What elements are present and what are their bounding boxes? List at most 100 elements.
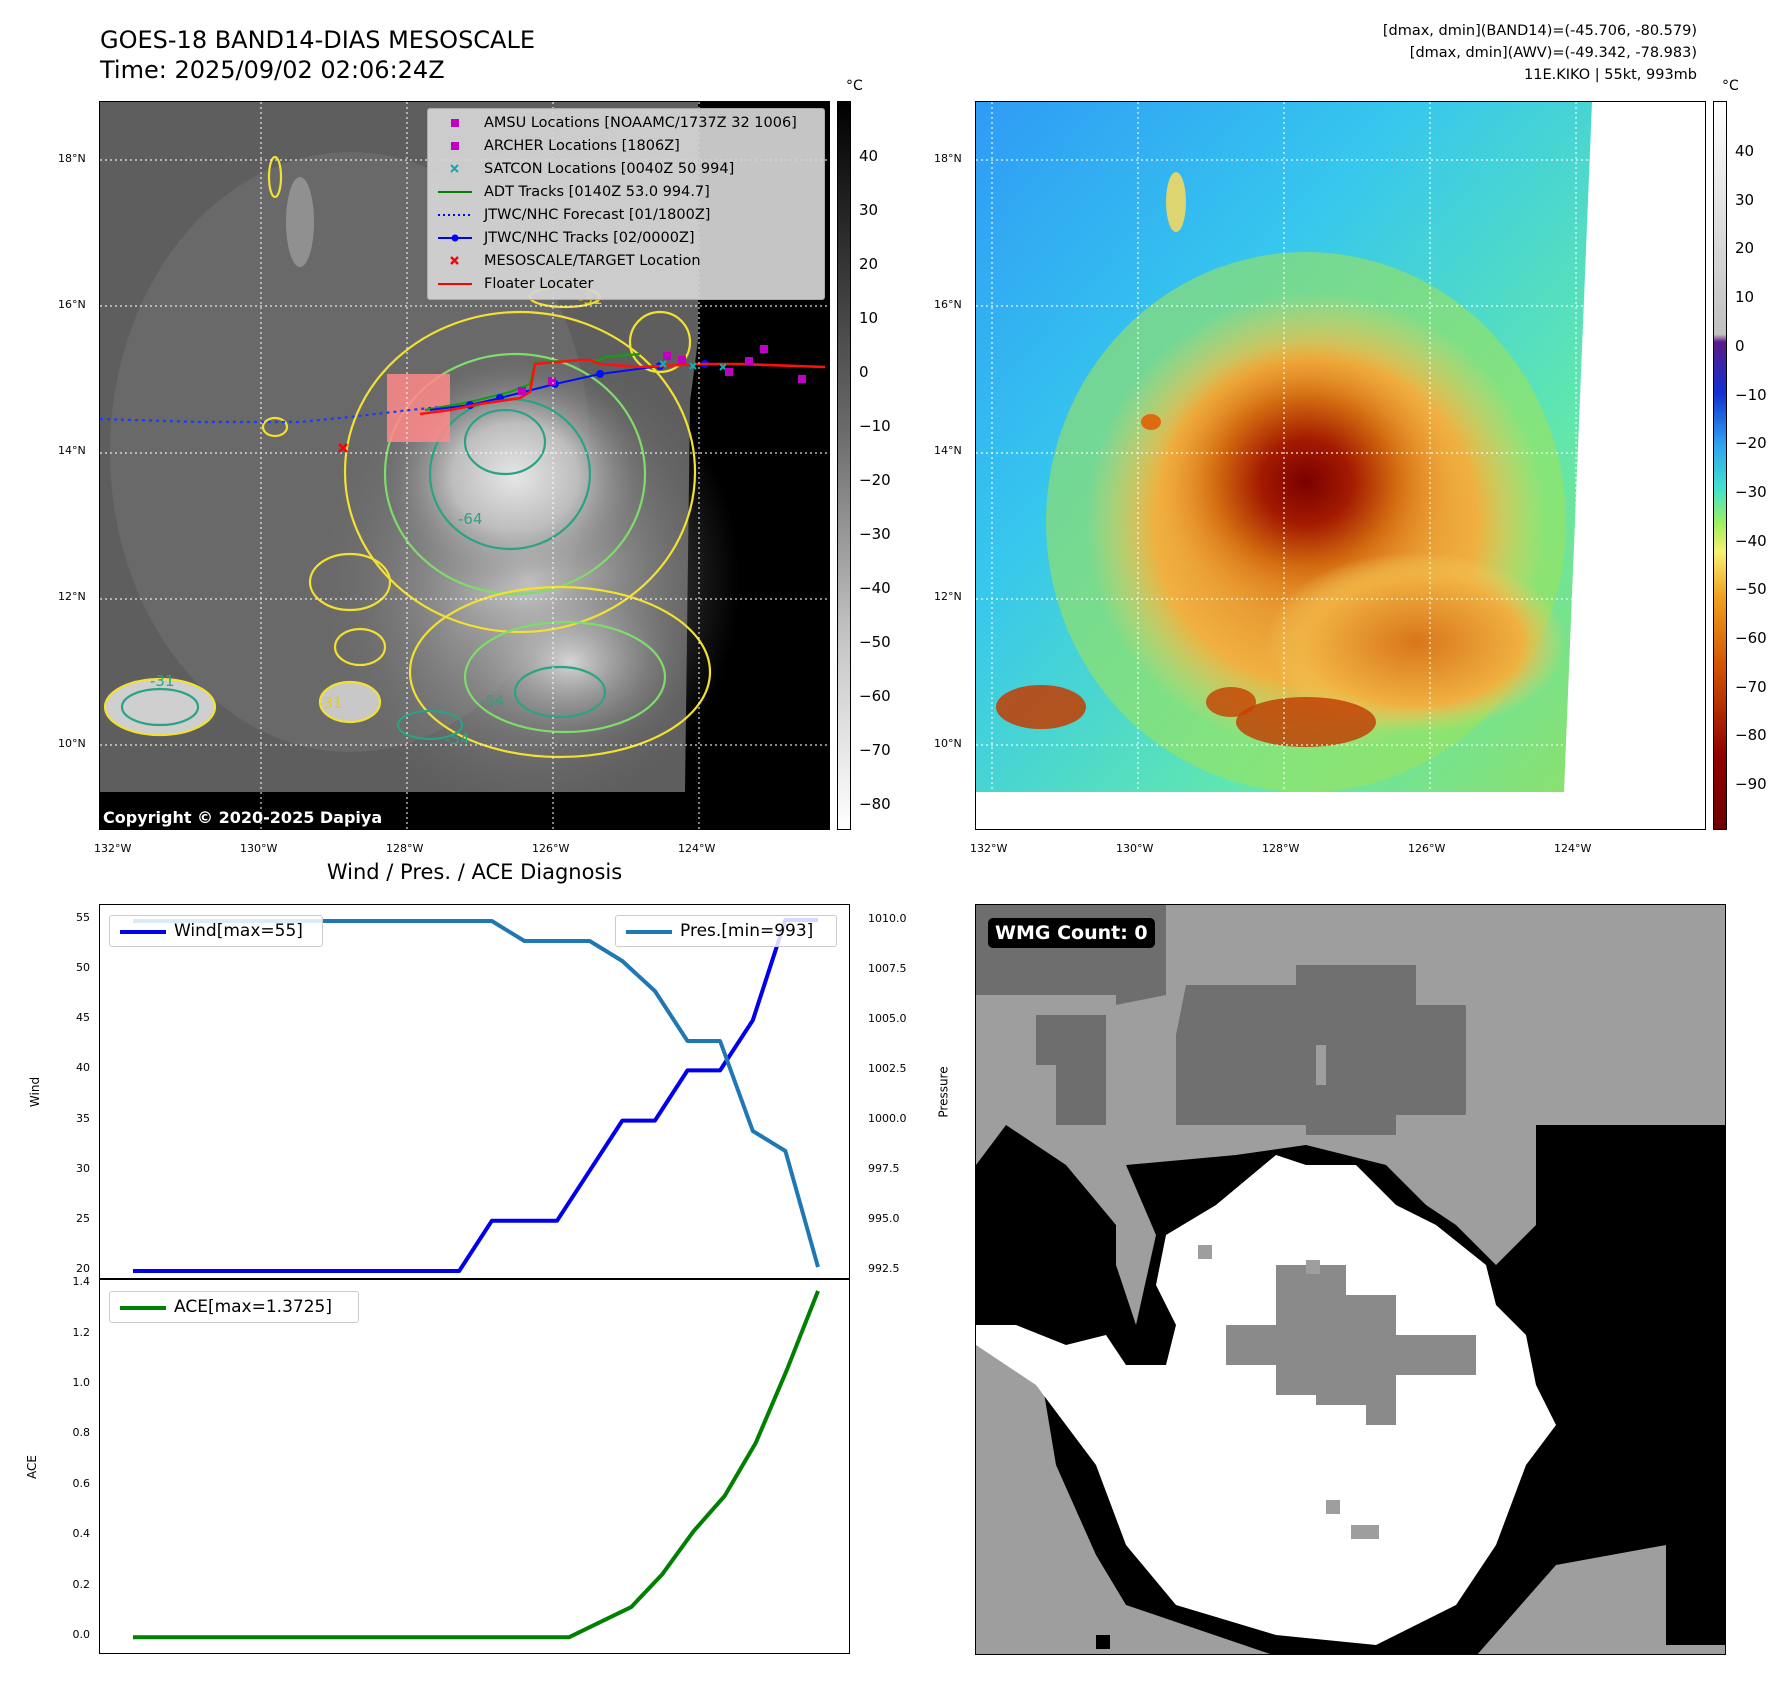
copyright-label: Copyright © 2020-2025 Dapiya xyxy=(103,808,383,827)
lon-label: 130°W xyxy=(1116,842,1154,855)
ace-tick-label: 1.2 xyxy=(72,1325,91,1339)
lat-label: 16°N xyxy=(58,298,86,311)
lon-label: 128°W xyxy=(1262,842,1300,855)
color-ir-colorbar-tick: −40 xyxy=(1735,531,1767,550)
ace-chart: ACE[max=1.3725] xyxy=(99,1278,850,1654)
pressure-tick-label: 1000.0 xyxy=(868,1112,907,1125)
wind-tick-label: 35 xyxy=(76,1111,90,1125)
lat-label: 12°N xyxy=(58,590,86,603)
color-ir-map-image xyxy=(976,102,1705,829)
color-ir-colorbar-tick: −80 xyxy=(1735,726,1767,745)
lon-label: 132°W xyxy=(970,842,1008,855)
ir-colorbar-tick: 20 xyxy=(859,255,879,273)
wmg-panel: WMG Count: 0 xyxy=(975,904,1726,1655)
ir-colorbar xyxy=(837,101,851,830)
lon-label: 126°W xyxy=(532,842,570,855)
pressure-tick-label: 1005.0 xyxy=(868,1012,907,1025)
ir-colorbar-tick: −40 xyxy=(859,579,891,597)
lat-label: 10°N xyxy=(58,737,86,750)
lat-label: 16°N xyxy=(934,298,962,311)
lat-label: 12°N xyxy=(934,590,962,603)
lat-label: 10°N xyxy=(934,737,962,750)
color-ir-colorbar-tick: 20 xyxy=(1735,239,1755,258)
ace-series-line xyxy=(133,1290,820,1640)
diagnosis-title: Wind / Pres. / ACE Diagnosis xyxy=(326,860,623,884)
color-ir-colorbar-tick: −90 xyxy=(1735,775,1767,794)
lon-label: 124°W xyxy=(1554,842,1592,855)
ace-tick-label: 0.2 xyxy=(72,1577,91,1591)
ace-plot xyxy=(133,1290,820,1640)
pressure-tick-label: 1002.5 xyxy=(868,1062,907,1075)
dmax-band14: [dmax, dmin](BAND14)=(-45.706, -80.579) xyxy=(1382,23,1697,39)
wind-pressure-chart: Wind[max=55] Pres.[min=993] xyxy=(99,904,850,1280)
lat-label: 14°N xyxy=(934,444,962,457)
pressure-tick-label: 997.5 xyxy=(868,1162,900,1175)
map-legend: AMSU Locations [NOAAMC/1737Z 32 1006] AR… xyxy=(427,108,825,300)
wind-pressure-plot xyxy=(133,918,820,1273)
ace-axis-label: ACE xyxy=(24,1455,39,1479)
figure-title: GOES-18 BAND14-DIAS MESOSCALE xyxy=(100,26,536,54)
color-ir-colorbar-tick: 40 xyxy=(1735,142,1755,160)
color-ir-colorbar-tick: −60 xyxy=(1735,629,1767,647)
ir-colorbar-tick: 30 xyxy=(859,201,879,219)
ace-tick-label: 0.6 xyxy=(72,1476,91,1490)
contour-label: -54 xyxy=(480,692,505,710)
ir-colorbar-tick: 0 xyxy=(859,363,869,381)
pressure-axis-label: Pressure xyxy=(936,1066,951,1118)
pressure-tick-label: 995.0 xyxy=(868,1212,900,1225)
ir-colorbar-tick: −50 xyxy=(859,633,891,651)
color-ir-map-panel xyxy=(975,101,1706,830)
contour-label: -64 xyxy=(458,510,483,528)
color-ir-colorbar-tick: −70 xyxy=(1735,677,1767,696)
wind-tick-label: 55 xyxy=(76,911,90,925)
lon-label: 130°W xyxy=(240,842,278,855)
wind-tick-label: 40 xyxy=(76,1061,90,1075)
wmg-image xyxy=(976,905,1725,1654)
ir-colorbar-tick: −60 xyxy=(859,687,891,705)
lon-label: 126°W xyxy=(1408,842,1446,855)
pressure-legend: Pres.[min=993] xyxy=(615,915,837,947)
ir-colorbar-unit: °C xyxy=(846,78,863,94)
color-ir-colorbar-tick: 30 xyxy=(1735,190,1755,209)
ir-colorbar-tick: −20 xyxy=(859,471,891,489)
lat-label: 18°N xyxy=(934,152,962,165)
color-ir-colorbar-tick: −50 xyxy=(1735,580,1767,599)
lat-label: 18°N xyxy=(58,152,86,165)
color-ir-colorbar-tick: −20 xyxy=(1735,434,1767,453)
wind-tick-label: 20 xyxy=(76,1261,90,1275)
wind-tick-label: 30 xyxy=(76,1161,90,1175)
ir-colorbar-tick: −80 xyxy=(859,795,891,813)
wind-legend: Wind[max=55] xyxy=(109,915,323,947)
wind-tick-label: 25 xyxy=(76,1211,90,1225)
ir-map-panel: -64 -54 -54 -31 -31 -31 Copyright © 2020… xyxy=(99,101,830,830)
color-ir-colorbar xyxy=(1713,101,1727,830)
pressure-tick-label: 1010.0 xyxy=(868,912,907,925)
ir-colorbar-tick: −10 xyxy=(859,417,891,435)
figure-time: Time: 2025/09/02 02:06:24Z xyxy=(100,56,445,84)
ace-tick-label: 0.0 xyxy=(72,1628,91,1642)
pressure-tick-label: 1007.5 xyxy=(868,962,907,975)
ir-colorbar-tick: −70 xyxy=(859,741,891,759)
ace-tick-label: 0.4 xyxy=(72,1527,91,1541)
ace-tick-label: 1.0 xyxy=(72,1375,91,1389)
color-ir-colorbar-unit: °C xyxy=(1722,78,1739,94)
ir-colorbar-tick: 10 xyxy=(859,309,879,327)
color-ir-colorbar-tick: 10 xyxy=(1735,288,1755,307)
contour-label: -31 xyxy=(150,672,175,690)
ir-colorbar-tick: −30 xyxy=(859,525,891,543)
ir-colorbar-tick: 40 xyxy=(859,147,879,165)
wind-series-line xyxy=(133,918,818,1273)
ace-legend: ACE[max=1.3725] xyxy=(109,1291,359,1323)
contour-label: -54 xyxy=(445,730,470,748)
color-ir-colorbar-tick: −30 xyxy=(1735,482,1767,501)
lon-label: 128°W xyxy=(386,842,424,855)
ace-tick-label: 1.4 xyxy=(72,1275,91,1289)
color-ir-colorbar-tick: −10 xyxy=(1735,385,1767,404)
storm-info: 11E.KIKO | 55kt, 993mb xyxy=(1524,67,1697,83)
wmg-count-label: WMG Count: 0 xyxy=(988,918,1155,948)
color-ir-colorbar-tick: 0 xyxy=(1735,336,1745,355)
ace-tick-label: 0.8 xyxy=(72,1426,91,1440)
dmax-awv: [dmax, dmin](AWV)=(-49.342, -78.983) xyxy=(1409,45,1697,61)
lon-label: 132°W xyxy=(94,842,132,855)
contour-label: -31 xyxy=(318,694,343,712)
